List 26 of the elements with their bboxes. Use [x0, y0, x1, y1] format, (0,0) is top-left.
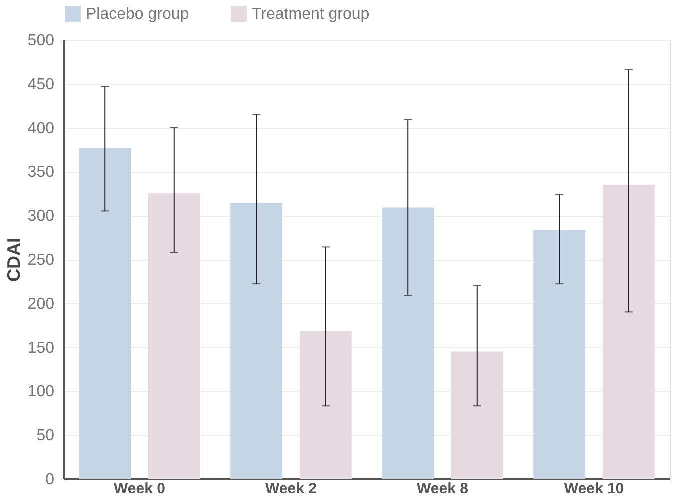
legend-label: Treatment group	[252, 6, 370, 23]
y-tick-label: 200	[28, 296, 55, 313]
bar	[534, 230, 586, 479]
y-tick-label: 350	[28, 164, 55, 182]
bar	[602, 184, 655, 479]
y-tick-label: 400	[28, 120, 55, 138]
x-tick-label: Week 2	[266, 480, 317, 498]
x-tick-label: Week 10	[564, 480, 624, 498]
y-axis-title: CDAI	[4, 238, 24, 282]
y-tick-label: 250	[28, 252, 55, 269]
x-tick-label: Week 8	[417, 480, 468, 498]
y-tick-label: 150	[28, 340, 55, 357]
bar	[382, 208, 434, 479]
bar	[300, 331, 352, 479]
bar	[79, 148, 132, 479]
bar	[451, 352, 504, 479]
y-tick-label: 500	[28, 32, 55, 50]
y-tick-label: 100	[28, 384, 55, 401]
x-tick-label: Week 0	[114, 480, 166, 498]
bar	[230, 203, 283, 479]
y-tick-label: 0	[46, 472, 55, 488]
legend-label: Placebo group	[86, 6, 190, 23]
y-tick-label: 450	[28, 76, 55, 94]
bar	[148, 194, 200, 479]
y-tick-label: 50	[36, 428, 55, 445]
y-tick-label: 300	[28, 208, 55, 226]
